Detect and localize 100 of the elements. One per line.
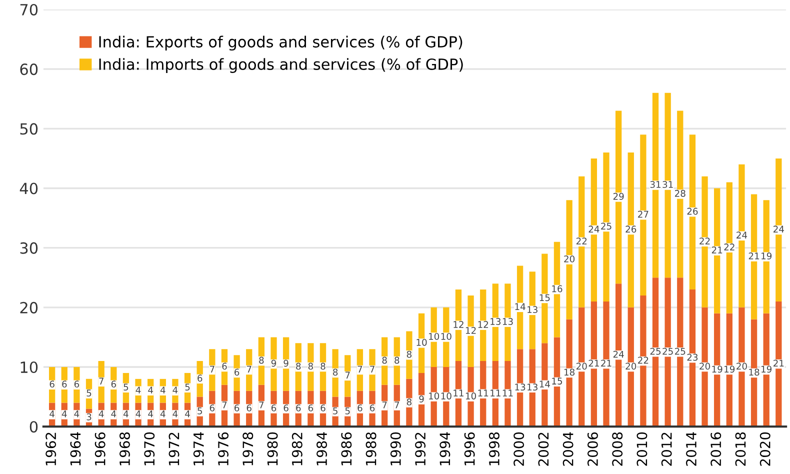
data-label: 14 [540,380,550,388]
bar [738,307,745,427]
data-label: 7 [246,366,252,373]
data-label: 21 [748,252,760,260]
bar [652,278,659,427]
x-tick-label: 1984 [316,432,328,466]
data-label: 24 [588,226,600,232]
data-label: 4 [111,410,116,418]
data-label: 6 [50,380,54,388]
bar [590,158,598,302]
x-tick-label: 2006 [587,432,598,466]
data-label: 4 [98,410,104,418]
data-label: 8 [382,356,387,364]
bar [504,284,511,362]
data-label: 19 [724,366,735,373]
x-tick-label: 2010 [636,432,648,466]
data-label: 8 [320,362,326,370]
x-tick-label: 1976 [218,432,229,466]
bar [566,319,572,427]
data-label: 6 [246,404,252,412]
data-label: 6 [111,380,116,388]
data-label: 22 [638,356,648,364]
x-tick-label: 1998 [488,432,500,466]
data-label: 7 [222,402,227,408]
data-label: 10 [441,332,452,340]
x-tick-label: 2004 [562,432,574,466]
data-label: 12 [454,321,464,328]
data-label: 7 [370,366,374,373]
data-label: 15 [540,294,550,302]
bar [776,301,782,427]
data-label: 22 [700,238,710,244]
x-tick-label: 1968 [119,432,130,466]
data-label: 4 [185,410,190,418]
data-label: 24 [613,350,624,358]
data-label: 27 [638,210,648,218]
x-tick-label: 1964 [70,432,81,466]
data-label: 21 [601,360,612,367]
bar [702,176,708,308]
data-label: 20 [700,362,710,370]
x-tick-label: 2020 [760,432,770,466]
data-label: 7 [99,378,104,384]
bar [640,134,646,296]
data-label: 4 [148,386,153,394]
x-tick-label: 1996 [464,432,475,466]
data-label: 13 [528,306,538,314]
bar [603,301,610,427]
data-label: 3 [86,413,92,420]
x-tick-label: 2018 [735,432,746,466]
data-label: 22 [724,244,734,250]
data-label: 6 [62,380,67,388]
data-label: 5 [185,384,190,391]
data-label: 6 [74,380,80,388]
bar [332,349,338,397]
data-label: 7 [210,366,214,373]
data-label: 6 [271,404,276,412]
data-label: 29 [613,192,624,200]
data-label: 6 [308,404,314,412]
bar [726,182,732,314]
data-label: 10 [416,338,427,346]
bar [689,134,696,290]
data-label: 28 [674,190,686,197]
data-label: 8 [394,356,400,364]
data-label: 8 [406,398,412,406]
data-label: 6 [210,404,215,412]
data-label: 6 [320,404,326,412]
x-tick-label: 2016 [710,432,722,466]
x-tick-label: 1962 [46,432,56,466]
data-label: 5 [198,408,202,414]
data-label: 24 [736,232,748,238]
data-label: 6 [234,404,240,412]
data-label: 5 [345,408,350,414]
bar [542,254,548,344]
data-label: 6 [358,404,362,412]
bar [750,194,758,320]
data-label: 12 [466,326,476,334]
data-label: 13 [502,318,513,325]
data-label: 8 [406,350,412,358]
bar [640,296,646,427]
data-label: 20 [564,255,575,262]
x-tick-label: 1970 [144,432,155,466]
x-tick-label: 1982 [292,432,302,466]
bar [702,307,708,427]
data-label: 4 [172,410,178,418]
data-label: 21 [588,360,599,367]
x-tick-label: 2008 [612,432,623,466]
x-tick-label: 1988 [366,432,376,466]
bar [603,152,610,302]
bar [664,278,671,427]
data-label: 4 [50,410,54,418]
x-tick-label: 1986 [341,432,352,466]
data-label: 15 [552,378,562,385]
data-label: 13 [515,384,526,391]
x-tick-label: 1992 [415,432,426,466]
bar [738,164,745,308]
data-label: 19 [762,366,772,373]
x-tick-label: 1990 [390,432,401,466]
data-label: 25 [601,222,612,230]
data-label: 5 [124,384,128,391]
data-label: 4 [148,410,153,418]
bar [664,92,671,278]
